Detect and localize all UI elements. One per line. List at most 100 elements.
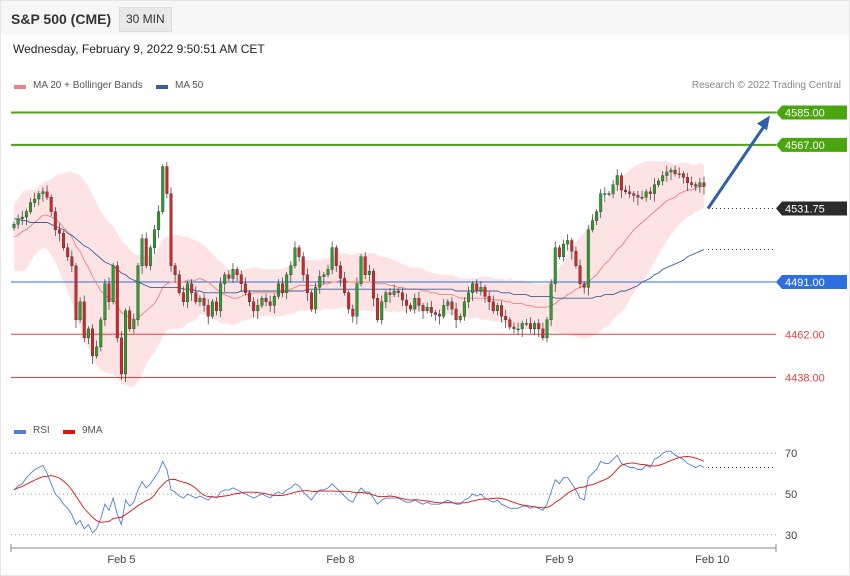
candle-body	[417, 297, 421, 306]
candle-body	[235, 269, 239, 275]
timeframe-badge[interactable]: 30 MIN	[119, 7, 172, 32]
candle-body	[285, 274, 289, 293]
candle-body	[334, 247, 338, 266]
level-tag-4491.00	[776, 274, 847, 289]
candle-body	[322, 274, 326, 277]
candle-body	[74, 265, 78, 321]
candle-body	[632, 193, 636, 196]
candle-body	[355, 283, 359, 317]
candle-body	[413, 297, 417, 310]
candle-body	[454, 308, 458, 321]
candle-body	[37, 193, 41, 200]
x-tick-label-Feb-10: Feb 10	[695, 554, 729, 566]
candle-body	[578, 265, 582, 284]
ma50-legend-label: MA 50	[175, 80, 204, 91]
candle-body	[301, 256, 305, 275]
candle-body	[276, 283, 280, 297]
candle-body	[566, 240, 570, 245]
candle-body	[582, 283, 586, 288]
candle-body	[661, 175, 665, 182]
candle-body	[520, 323, 524, 330]
candle-body	[49, 197, 53, 212]
candle-body	[475, 283, 479, 292]
current-price-tag	[776, 201, 847, 216]
candle-body	[231, 269, 235, 279]
candle-body	[537, 323, 541, 330]
candle-body	[595, 211, 599, 221]
candle-body	[541, 328, 545, 339]
level-label-4438.00: 4438.00	[785, 373, 825, 385]
candle-body	[124, 310, 128, 375]
candle-body	[343, 278, 347, 293]
rsi-ma9-line	[13, 455, 705, 523]
candle-body	[380, 301, 384, 321]
candle-body	[202, 297, 206, 306]
candle-body	[239, 274, 243, 284]
candle-body	[636, 195, 640, 198]
candle-body	[169, 193, 173, 266]
candle-body	[392, 290, 396, 295]
ma50-line	[14, 218, 705, 299]
candle-body	[409, 305, 413, 310]
candle-body	[512, 326, 516, 330]
candle-body	[516, 328, 520, 331]
candle-body	[223, 274, 227, 284]
candle-body	[367, 270, 371, 275]
candle-body	[107, 283, 111, 303]
x-tick-label-Feb-5: Feb 5	[107, 554, 135, 566]
candle-body	[12, 224, 16, 229]
candle-body	[462, 301, 466, 317]
candle-body	[210, 301, 214, 317]
candle-body	[16, 218, 20, 225]
candle-body	[467, 292, 470, 303]
candle-body	[458, 316, 462, 321]
candle-body	[330, 247, 334, 270]
candle-body	[260, 297, 264, 306]
candle-body	[57, 229, 61, 234]
level-label-4462.00: 4462.00	[785, 329, 825, 341]
candle-body	[181, 292, 185, 303]
candle-body	[70, 256, 74, 266]
candle-body	[115, 265, 119, 339]
candle-body	[698, 182, 702, 187]
candle-body	[86, 328, 90, 339]
candle-body	[607, 193, 611, 195]
candle-body	[243, 283, 247, 293]
candle-body	[557, 247, 561, 257]
candle-body	[483, 287, 487, 297]
candle-body	[103, 283, 107, 321]
candle-body	[603, 193, 607, 195]
candle-body	[119, 337, 123, 375]
rsi-line	[13, 450, 705, 534]
candle-body	[20, 216, 24, 220]
candle-body	[194, 292, 198, 303]
candle-body	[669, 169, 673, 173]
ma50-legend-swatch	[156, 85, 168, 89]
candle-body	[281, 283, 285, 293]
forecast-arrow-head	[757, 115, 770, 131]
candle-body	[214, 301, 218, 312]
candle-body	[528, 323, 532, 330]
candle-body	[491, 301, 495, 312]
candle-body	[690, 182, 694, 185]
ma9-legend-label: 9MA	[82, 425, 103, 436]
candle-body	[318, 276, 322, 288]
rsi-level-label-70: 70	[785, 448, 797, 460]
rsi-legend-label: RSI	[33, 425, 50, 436]
candle-body	[405, 299, 408, 306]
candle-body	[681, 173, 685, 178]
candle-body	[198, 297, 202, 303]
instrument-title: S&P 500 (CME)	[11, 11, 112, 27]
rsi-level-label-50: 50	[785, 489, 797, 501]
candle-body	[305, 274, 309, 293]
level-label-4585.00: 4585.00	[785, 107, 825, 119]
candle-body	[628, 191, 632, 194]
candle-body	[446, 301, 450, 306]
candle-body	[429, 307, 433, 313]
candle-body	[293, 247, 297, 266]
candle-body	[29, 202, 33, 212]
candle-body	[128, 310, 132, 330]
candle-body	[508, 319, 512, 328]
candle-body	[95, 346, 99, 357]
